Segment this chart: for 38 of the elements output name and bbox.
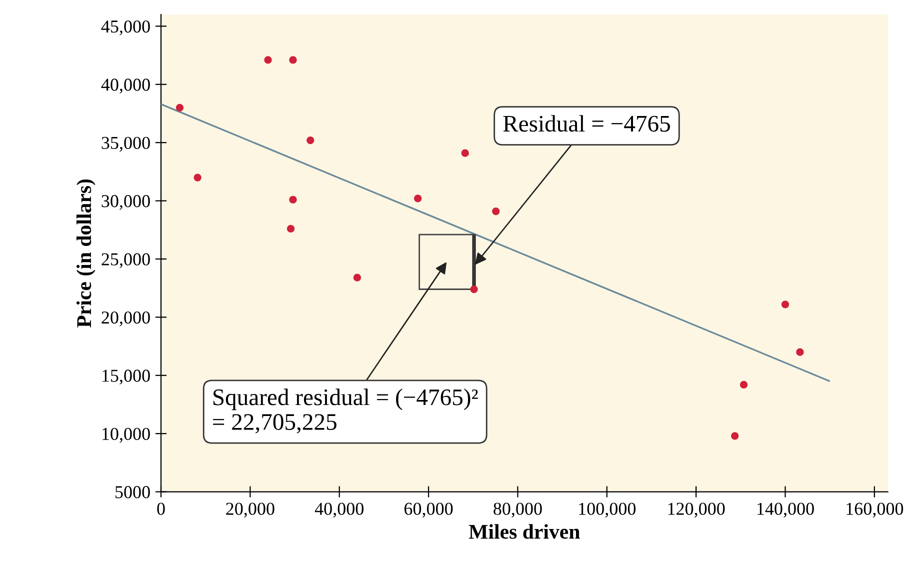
point: [289, 196, 297, 204]
point: [286, 224, 295, 233]
x-tick-label: 120,000: [668, 502, 725, 518]
y-tick-label: 45,000: [101, 20, 150, 36]
x-tick-label: 60,000: [404, 502, 453, 518]
y-tick-label: 35,000: [102, 136, 150, 152]
annotation: Residual = −4765: [503, 115, 670, 132]
point: [740, 380, 748, 389]
y-axis-title: Price (in dollars): [76, 179, 96, 328]
x-tick-label: 80,000: [494, 502, 542, 518]
annotation: Squared residual = (−4765)² = 22,705,225: [213, 388, 478, 434]
x-axis-title: Miles driven: [468, 524, 580, 539]
y-tick-label: 30,000: [102, 195, 150, 210]
y-tick-label: 25,000: [102, 253, 150, 268]
point: [470, 285, 478, 294]
y-tick-label: 15,000: [102, 370, 150, 384]
point: [306, 136, 314, 144]
y-tick-label: 10,000: [102, 428, 150, 443]
x-tick-label: 20,000: [226, 502, 274, 518]
point: [176, 104, 184, 112]
x-tick-label: 140,000: [757, 502, 814, 518]
x-tick-label: 0: [157, 502, 165, 515]
x-tick-label: 100,000: [579, 502, 636, 518]
point: [781, 300, 790, 308]
x-tick-label: 160,000: [846, 502, 904, 518]
point: [796, 348, 804, 356]
point: [194, 174, 202, 182]
point: [353, 274, 361, 282]
point: [289, 56, 297, 64]
x-tick-label: 40,000: [314, 502, 364, 518]
point: [264, 56, 272, 64]
point: [492, 207, 500, 216]
point: [461, 149, 469, 157]
y-tick-label: 40,000: [101, 78, 150, 94]
point: [414, 194, 422, 202]
point: [731, 432, 739, 440]
y-tick-label: 5000: [116, 486, 150, 498]
y-tick-label: 20,000: [102, 311, 150, 326]
